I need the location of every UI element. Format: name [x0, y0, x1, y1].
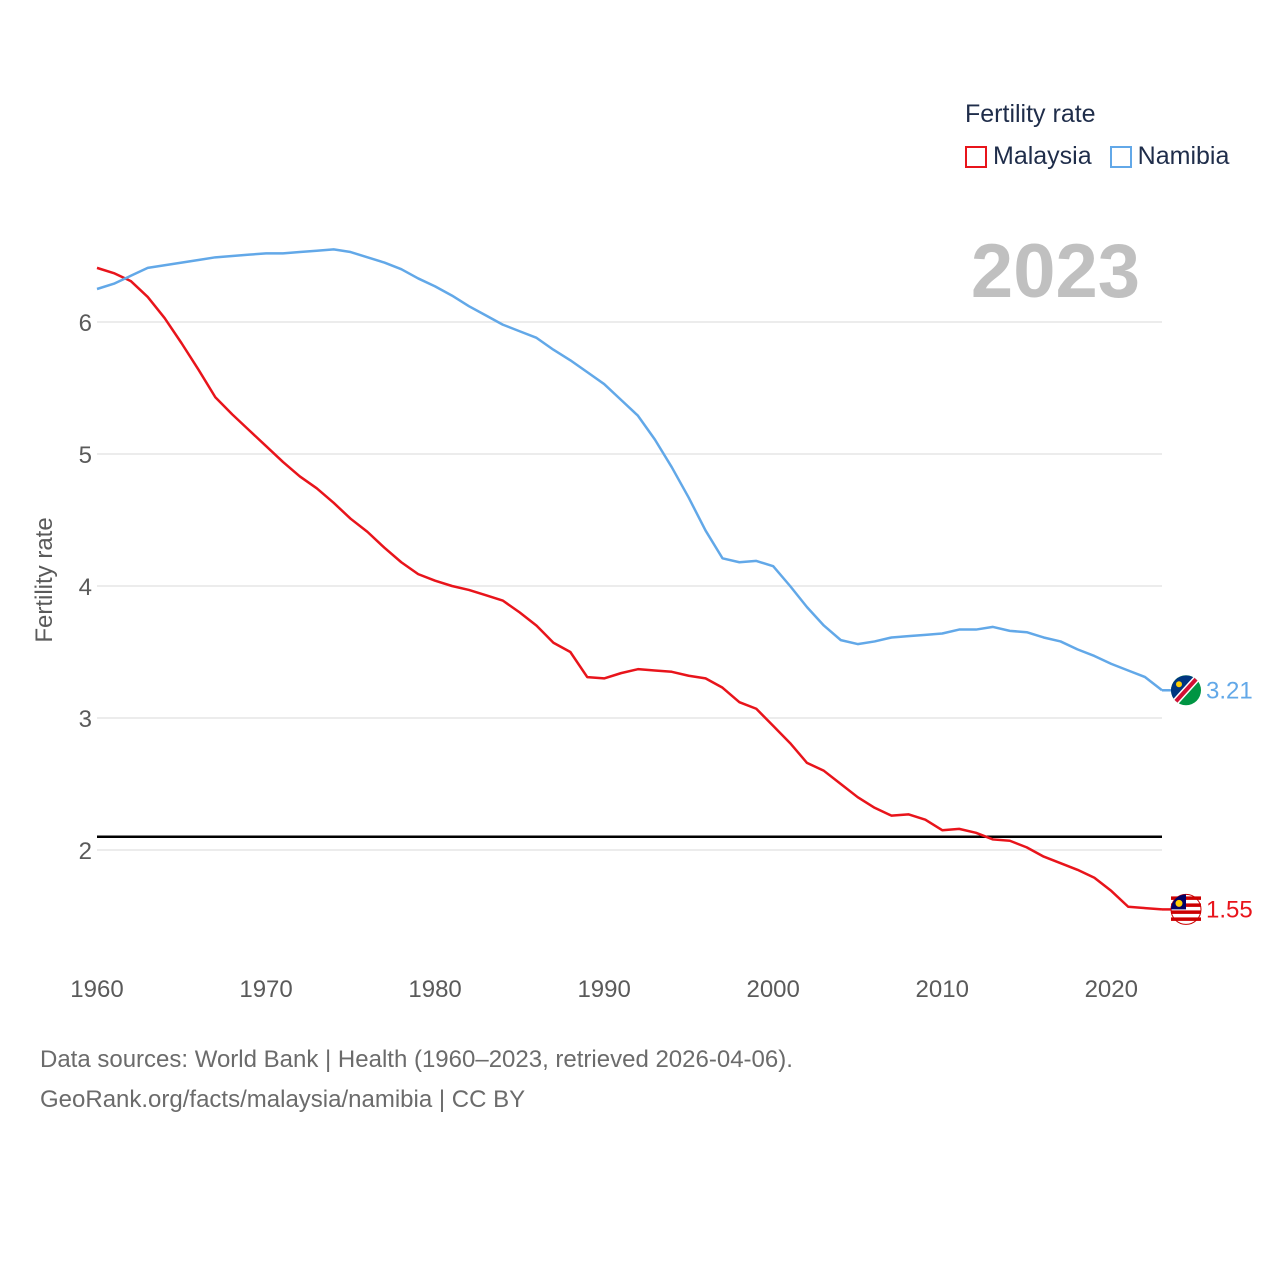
x-axis-ticks: 1960 1970 1980 1990 2000 2010 2020: [70, 976, 1138, 1003]
legend-label-namibia: Namibia: [1137, 142, 1230, 170]
x-tick-label: 1960: [70, 976, 123, 1003]
y-tick-label: 2: [79, 838, 92, 865]
y-tick-label: 3: [79, 706, 92, 733]
footer-attribution: GeoRank.org/facts/malaysia/namibia | CC …: [40, 1086, 526, 1113]
end-value-namibia: 3.21: [1206, 677, 1253, 704]
x-tick-label: 1980: [408, 976, 461, 1003]
series-lines: [96, 248, 1163, 911]
grid-lines: [97, 321, 1162, 851]
malaysia-flag-icon: [1170, 893, 1202, 925]
y-tick-label: 6: [79, 310, 92, 337]
legend-title: Fertility rate: [965, 100, 1096, 128]
legend-swatch-namibia: [1109, 145, 1132, 168]
current-year-label: 2023: [970, 229, 1140, 314]
y-tick-label: 5: [79, 442, 92, 469]
footer-sources: Data sources: World Bank | Health (1960–…: [40, 1046, 793, 1073]
x-tick-label: 2020: [1085, 976, 1138, 1003]
y-axis-label: Fertility rate: [31, 517, 58, 642]
namibia-flag-icon: [1171, 675, 1201, 706]
x-tick-label: 2010: [916, 976, 969, 1003]
x-tick-label: 1990: [577, 976, 630, 1003]
legend: Malaysia Namibia: [965, 142, 1247, 171]
y-axis-ticks: 2 3 4 5 6: [79, 310, 92, 865]
legend-item-malaysia[interactable]: Malaysia: [965, 142, 1092, 171]
series-line-namibia[interactable]: [96, 248, 1163, 692]
x-tick-label: 1970: [239, 976, 292, 1003]
series-line-malaysia[interactable]: [96, 266, 1163, 911]
legend-label-malaysia: Malaysia: [993, 142, 1092, 170]
x-tick-label: 2000: [746, 976, 799, 1003]
legend-swatch-malaysia: [965, 145, 987, 168]
legend-item-namibia[interactable]: Namibia: [1109, 142, 1230, 171]
end-markers: 1.55 3.21: [1162, 675, 1253, 925]
y-tick-label: 4: [79, 574, 92, 601]
end-value-malaysia: 1.55: [1206, 896, 1253, 923]
